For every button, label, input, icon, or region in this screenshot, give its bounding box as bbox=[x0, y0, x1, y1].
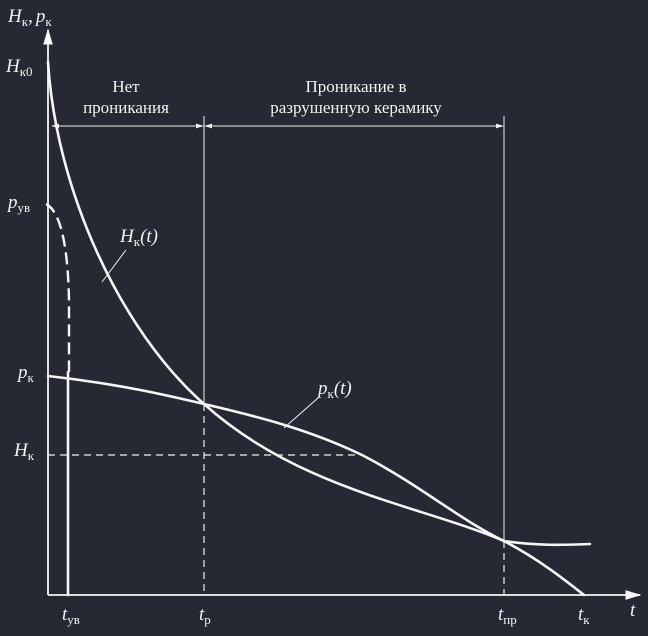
puv-tick-label: pув bbox=[6, 192, 30, 215]
hk0-tick-label: Hк0 bbox=[5, 56, 33, 79]
tuv-tick-label: tув bbox=[62, 604, 80, 627]
hk-curve bbox=[46, 60, 586, 597]
tp-tick-label: tр bbox=[199, 604, 211, 627]
tpr-tick-label: tпр bbox=[498, 604, 517, 627]
no-penetration-label-line2: проникания bbox=[83, 98, 169, 117]
pk-curve bbox=[46, 374, 592, 547]
hk-curve-label: Hк(t) bbox=[119, 226, 158, 249]
pk-tick-label: pк bbox=[16, 362, 35, 385]
puv-dashed-curve bbox=[45, 202, 71, 372]
x-axis-label: t bbox=[630, 600, 636, 621]
hk-tick-label: Hк bbox=[13, 440, 35, 463]
penetration-label-line1: Проникание в bbox=[305, 77, 406, 96]
penetration-label-line2: разрушенную керамику bbox=[270, 98, 442, 117]
tk-tick-label: tк bbox=[578, 604, 590, 627]
pk-curve-label: pк(t) bbox=[316, 378, 352, 401]
no-penetration-label-line1: Нет bbox=[112, 77, 140, 96]
hk-label-leader bbox=[101, 249, 127, 283]
y-axis-label: Hк, pк bbox=[7, 6, 52, 29]
pk-label-leader bbox=[283, 397, 319, 429]
